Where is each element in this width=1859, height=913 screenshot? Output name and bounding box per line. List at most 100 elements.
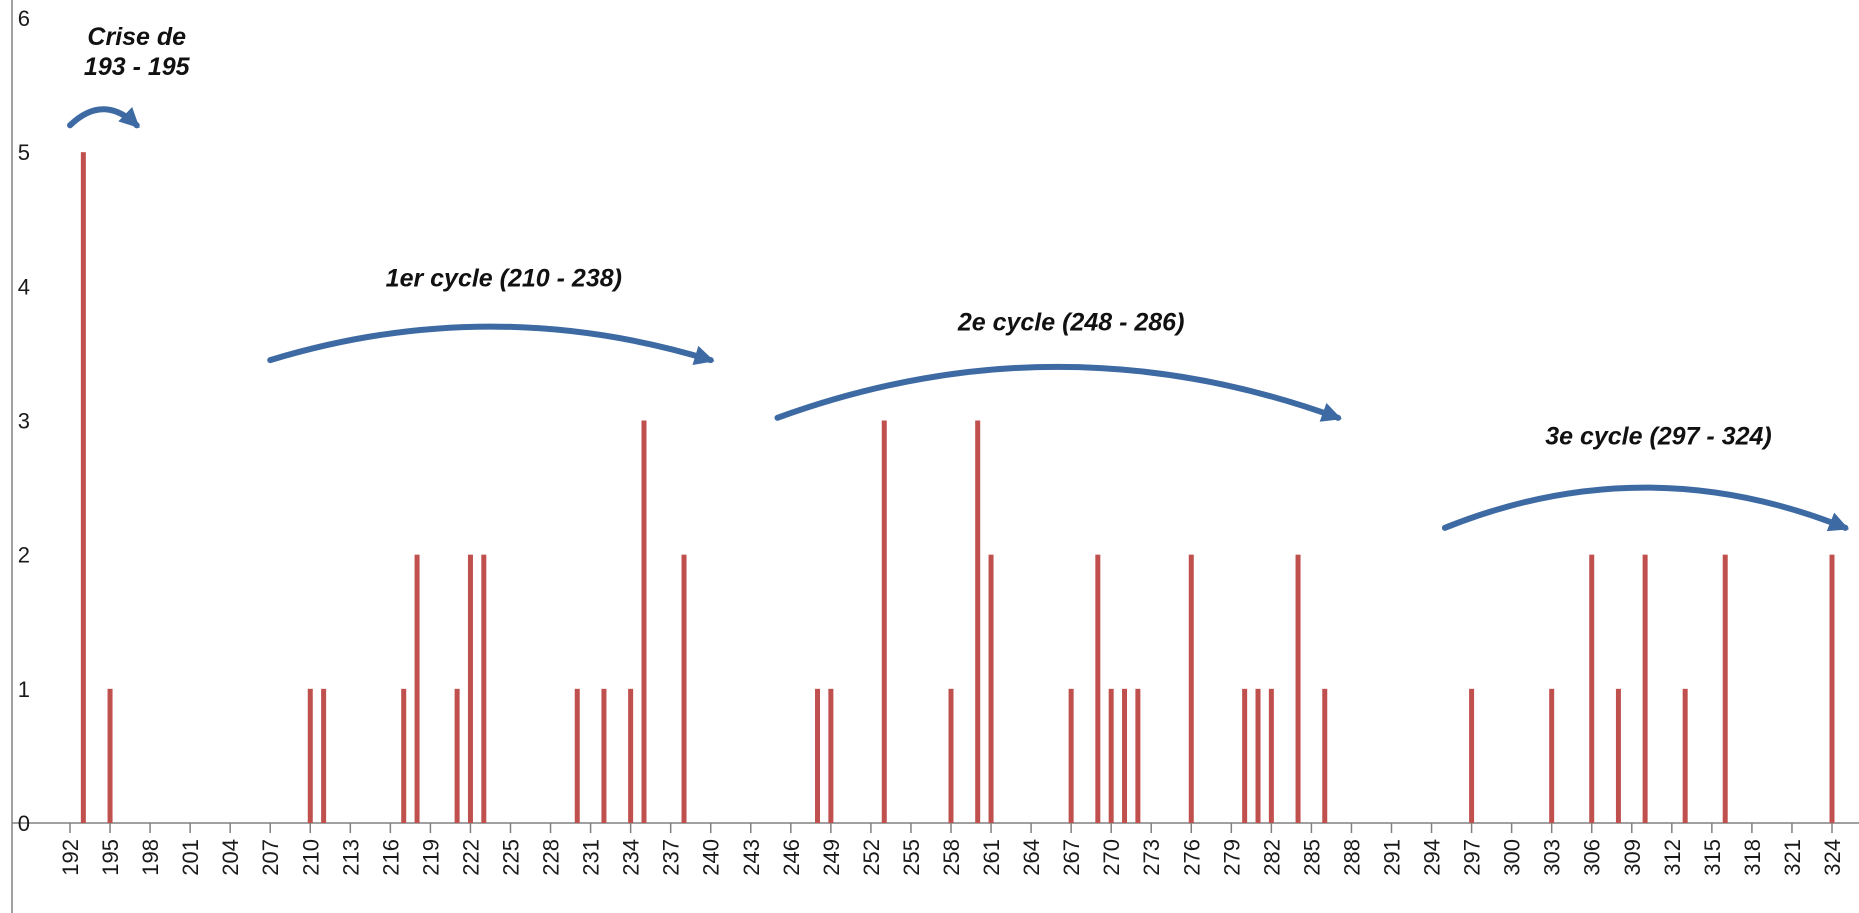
bar-297 bbox=[1469, 688, 1475, 823]
annotation-label: 1er cycle (210 - 238) bbox=[386, 264, 622, 292]
arc-arrow bbox=[267, 323, 714, 364]
bar-234 bbox=[628, 688, 634, 823]
x-tick-label: 258 bbox=[939, 839, 964, 876]
x-tick-label: 282 bbox=[1259, 839, 1284, 876]
x-tick-label: 207 bbox=[258, 839, 283, 876]
x-tick-label: 201 bbox=[178, 839, 203, 876]
y-tick-label: 3 bbox=[18, 409, 30, 434]
x-tick-label: 315 bbox=[1700, 839, 1725, 876]
x-tick-label: 291 bbox=[1380, 839, 1405, 876]
x-tick-label: 228 bbox=[539, 839, 564, 876]
bar-313 bbox=[1682, 688, 1688, 823]
x-tick-label: 324 bbox=[1820, 839, 1845, 876]
x-tick-label: 306 bbox=[1580, 839, 1605, 876]
bar-269 bbox=[1095, 554, 1101, 823]
annotation-label: 3e cycle (297 - 324) bbox=[1545, 423, 1772, 451]
x-tick-label: 297 bbox=[1460, 839, 1485, 876]
arc-arrow bbox=[1441, 484, 1849, 531]
annotation-cycle-1: 1er cycle (210 - 238) bbox=[267, 264, 715, 366]
bar-306 bbox=[1589, 554, 1595, 823]
x-tick-label: 222 bbox=[458, 839, 483, 876]
bar-282 bbox=[1268, 688, 1274, 823]
bar-series bbox=[80, 152, 1835, 823]
arc-arrow bbox=[774, 363, 1342, 421]
x-tick-label: 288 bbox=[1339, 839, 1364, 876]
x-tick-label: 213 bbox=[338, 839, 363, 876]
x-tick-label: 309 bbox=[1620, 839, 1645, 876]
bar-195 bbox=[107, 688, 113, 823]
bar-310 bbox=[1642, 554, 1648, 823]
x-tick-label: 300 bbox=[1500, 839, 1525, 876]
x-tick-label: 192 bbox=[58, 839, 83, 876]
annotation-label: 2e cycle (248 - 286) bbox=[957, 309, 1185, 337]
x-tick-label: 231 bbox=[579, 839, 604, 876]
x-tick-label: 252 bbox=[859, 839, 884, 876]
x-tick-label: 219 bbox=[418, 839, 443, 876]
x-tick-label: 273 bbox=[1139, 839, 1164, 876]
x-tick-label: 276 bbox=[1179, 839, 1204, 876]
x-tick-label: 318 bbox=[1740, 839, 1765, 876]
bar-238 bbox=[681, 554, 687, 823]
y-tick-label: 1 bbox=[18, 677, 30, 702]
bar-260 bbox=[975, 420, 981, 823]
chart-axes bbox=[11, 0, 1859, 913]
arrowhead-icon bbox=[692, 345, 715, 366]
bar-218 bbox=[414, 554, 420, 823]
bar-286 bbox=[1322, 688, 1328, 823]
bar-258 bbox=[948, 688, 954, 823]
arrowhead-icon bbox=[1319, 402, 1342, 422]
x-tick-label: 321 bbox=[1780, 839, 1805, 876]
x-tick-label: 204 bbox=[218, 839, 243, 876]
bar-316 bbox=[1722, 554, 1728, 823]
bar-222 bbox=[467, 554, 473, 823]
x-tick-label: 303 bbox=[1540, 839, 1565, 876]
x-tick-label: 279 bbox=[1219, 839, 1244, 876]
x-tick-label: 255 bbox=[899, 839, 924, 876]
bar-271 bbox=[1122, 688, 1128, 823]
bar-249 bbox=[828, 688, 834, 823]
x-tick-label: 312 bbox=[1660, 839, 1685, 876]
annotation-label: 193 - 195 bbox=[84, 53, 191, 81]
bar-253 bbox=[881, 420, 887, 823]
y-tick-label: 6 bbox=[18, 6, 30, 31]
x-tick-label: 237 bbox=[659, 839, 684, 876]
x-tick-label: 270 bbox=[1099, 839, 1124, 876]
bar-217 bbox=[401, 688, 407, 823]
y-axis-ticks: 0 1 2 3 4 5 6 bbox=[18, 6, 30, 836]
y-tick-label: 4 bbox=[18, 274, 30, 299]
y-tick-label: 2 bbox=[18, 543, 30, 568]
x-tick-label: 264 bbox=[1019, 839, 1044, 876]
bar-210 bbox=[307, 688, 313, 823]
x-tick-label: 210 bbox=[298, 839, 323, 876]
annotation-label: Crise de bbox=[87, 23, 186, 51]
bar-248 bbox=[815, 688, 821, 823]
bar-281 bbox=[1255, 688, 1261, 823]
x-tick-label: 195 bbox=[98, 839, 123, 876]
x-tick-label: 240 bbox=[699, 839, 724, 876]
bar-232 bbox=[601, 688, 607, 823]
x-tick-label: 243 bbox=[739, 839, 764, 876]
x-tick-label: 246 bbox=[779, 839, 804, 876]
x-tick-label: 267 bbox=[1059, 839, 1084, 876]
x-tick-label: 249 bbox=[819, 839, 844, 876]
y-tick-label: 0 bbox=[18, 811, 30, 836]
bar-261 bbox=[988, 554, 994, 823]
annotation-cycle-2: 2e cycle (248 - 286) bbox=[774, 309, 1342, 422]
bar-235 bbox=[641, 420, 647, 823]
x-tick-label: 234 bbox=[619, 839, 644, 876]
bar-223 bbox=[481, 554, 487, 823]
annotation-cycle-3: 3e cycle (297 - 324) bbox=[1441, 423, 1850, 532]
bar-276 bbox=[1188, 554, 1194, 823]
bar-324 bbox=[1829, 554, 1835, 823]
bar-280 bbox=[1242, 688, 1248, 823]
x-tick-label: 261 bbox=[979, 839, 1004, 876]
bar-308 bbox=[1615, 688, 1621, 823]
bar-193 bbox=[80, 152, 86, 823]
x-tick-label: 294 bbox=[1420, 839, 1445, 876]
bar-270 bbox=[1108, 688, 1114, 823]
arrowhead-icon bbox=[1826, 512, 1850, 532]
bar-267 bbox=[1068, 688, 1074, 823]
x-tick-label: 198 bbox=[138, 839, 163, 876]
